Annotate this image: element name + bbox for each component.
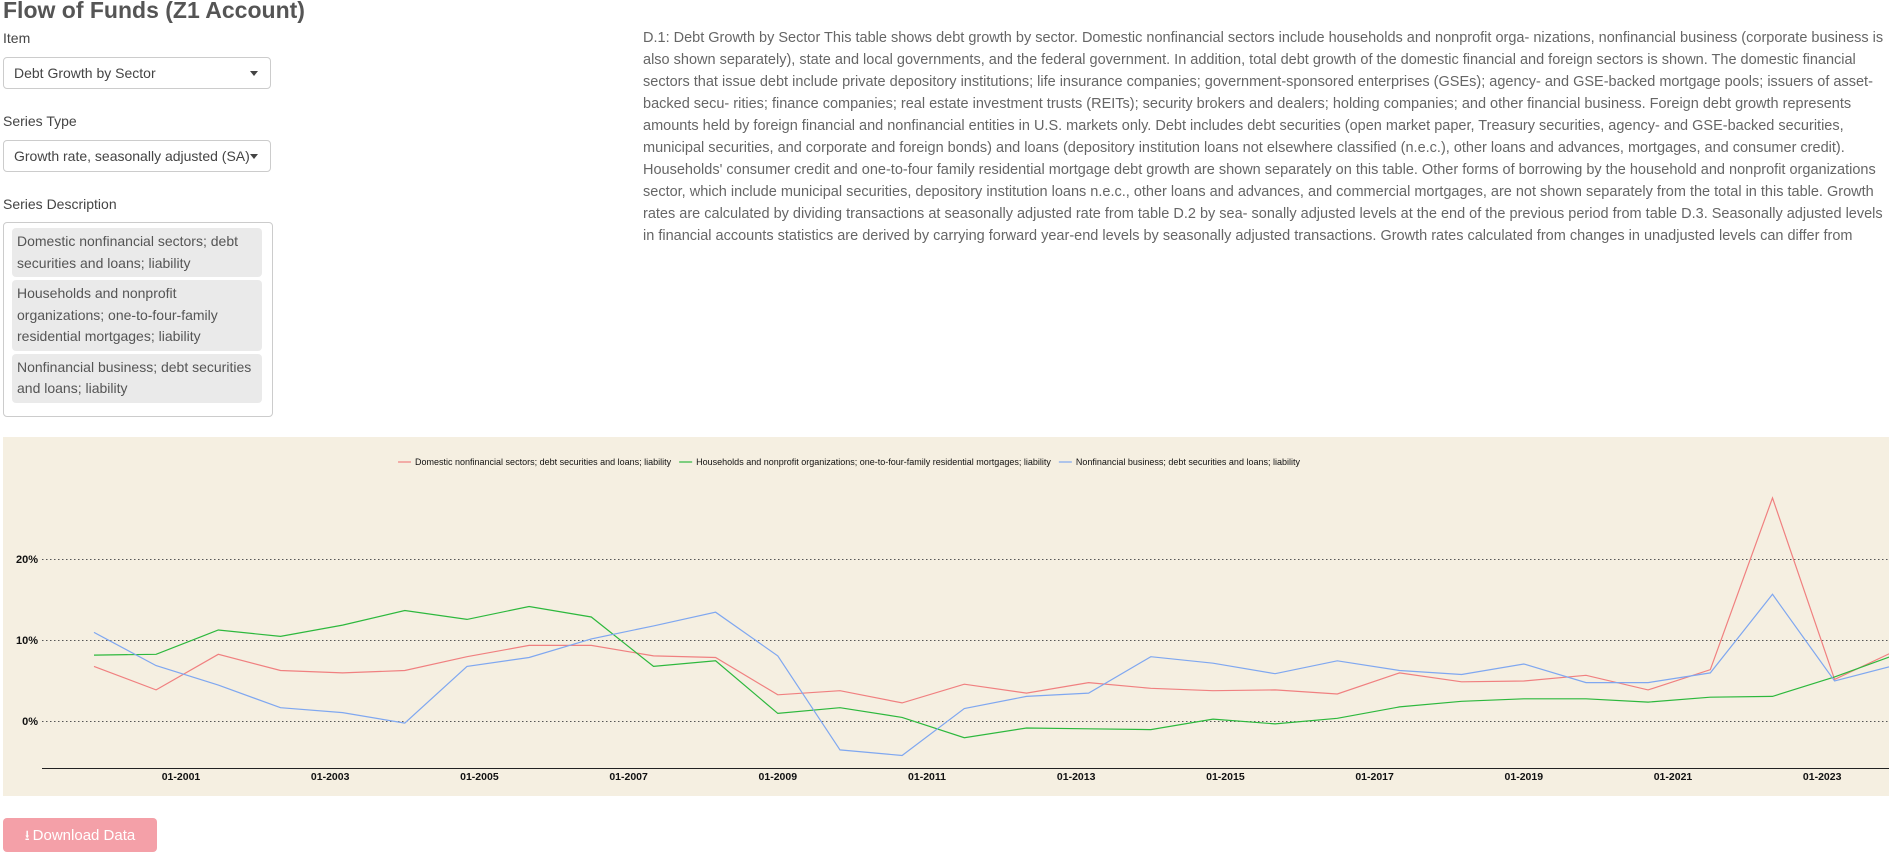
line-chart: 0% 10% 20% 01-2001 01-2003 01-2005 01-2007 01-2…: [16, 457, 1889, 783]
x-tick-label: 01-2013: [1057, 771, 1096, 783]
legend-label: Domestic nonfinancial sectors; debt secu…: [415, 457, 672, 467]
x-tick-label: 01-2009: [759, 771, 798, 783]
x-tick-label: 01-2021: [1654, 771, 1693, 783]
series-description-multiselect[interactable]: Domestic nonfinancial sectors; debt secu…: [3, 222, 273, 417]
series-type-label: Series Type: [3, 113, 77, 129]
x-tick-label: 01-2011: [908, 771, 946, 783]
x-tick-label: 01-2017: [1355, 771, 1394, 783]
legend-label: Nonfinancial business; debt securities a…: [1076, 457, 1301, 467]
series-line-2: [93, 605, 1889, 739]
series-description-label: Series Description: [3, 196, 117, 212]
x-tick-label: 01-2015: [1206, 771, 1245, 783]
series-line-1: [93, 496, 1889, 704]
x-tick-label: 01-2023: [1803, 771, 1842, 783]
y-tick-label: 10%: [16, 635, 38, 647]
legend-label: Households and nonprofit organizations; …: [696, 457, 1051, 467]
item-select-value: Debt Growth by Sector: [14, 65, 156, 81]
series-type-select[interactable]: Growth rate, seasonally adjusted (SA): [3, 140, 271, 172]
download-data-button[interactable]: ⭳ Download Data: [3, 818, 157, 852]
series-option[interactable]: Domestic nonfinancial sectors; debt secu…: [12, 228, 262, 277]
download-icon: ⭳: [24, 827, 30, 843]
series-line-3: [93, 593, 1889, 757]
y-tick-label: 20%: [16, 554, 38, 566]
item-select[interactable]: Debt Growth by Sector: [3, 57, 271, 89]
chart-panel: 0% 10% 20% 01-2001 01-2003 01-2005 01-2007 01-2…: [3, 437, 1889, 796]
chevron-down-icon: [250, 71, 258, 76]
x-tick-label: 01-2005: [460, 771, 499, 783]
table-description: D.1: Debt Growth by Sector This table sh…: [643, 27, 1889, 247]
series-type-select-value: Growth rate, seasonally adjusted (SA): [14, 148, 250, 164]
page-title: Flow of Funds (Z1 Account): [3, 0, 305, 23]
description-text: D.1: Debt Growth by Sector This table sh…: [643, 30, 1884, 244]
chevron-down-icon: [250, 154, 258, 159]
x-tick-label: 01-2019: [1505, 771, 1544, 783]
item-label: Item: [3, 30, 31, 46]
x-tick-label: 01-2001: [162, 771, 201, 783]
x-tick-label: 01-2007: [609, 771, 648, 783]
series-option[interactable]: Households and nonprofit organizations; …: [12, 280, 262, 351]
x-tick-label: 01-2003: [311, 771, 350, 783]
download-label: Download Data: [32, 827, 136, 844]
y-tick-label: 0%: [22, 716, 38, 728]
series-option[interactable]: Nonfinancial business; debt securities a…: [12, 353, 262, 403]
